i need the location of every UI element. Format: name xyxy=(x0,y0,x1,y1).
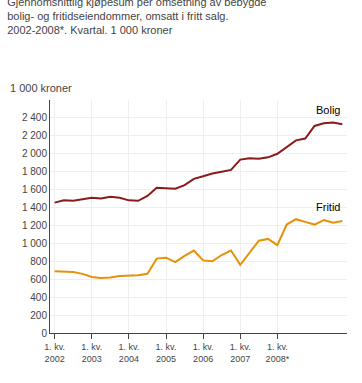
svg-text:2 200: 2 200 xyxy=(22,130,47,141)
svg-text:Fritid: Fritid xyxy=(316,201,340,213)
svg-text:1. kv.2003: 1. kv.2003 xyxy=(81,342,102,364)
svg-text:Bolig: Bolig xyxy=(316,104,340,116)
svg-text:1. kv.2004: 1. kv.2004 xyxy=(118,342,139,364)
svg-text:1. kv.2006: 1. kv.2006 xyxy=(193,342,214,364)
svg-text:Gjennomsnittlig kjøpesum per o: Gjennomsnittlig kjøpesum per omsetning a… xyxy=(7,0,266,36)
svg-text:1. kv.2002: 1. kv.2002 xyxy=(44,342,65,364)
svg-text:800: 800 xyxy=(30,256,47,267)
svg-text:1. kv.2007: 1. kv.2007 xyxy=(230,342,251,364)
svg-text:1 000 kroner: 1 000 kroner xyxy=(10,82,72,94)
svg-text:400: 400 xyxy=(30,292,47,303)
svg-text:1. kv.2008*: 1. kv.2008* xyxy=(266,342,290,364)
svg-text:1 000: 1 000 xyxy=(22,238,47,249)
svg-text:1 600: 1 600 xyxy=(22,184,47,195)
svg-text:2 400: 2 400 xyxy=(22,112,47,123)
svg-text:200: 200 xyxy=(30,310,47,321)
svg-text:600: 600 xyxy=(30,274,47,285)
svg-text:1 400: 1 400 xyxy=(22,202,47,213)
svg-text:1 800: 1 800 xyxy=(22,166,47,177)
svg-text:0: 0 xyxy=(41,328,47,339)
svg-text:1 200: 1 200 xyxy=(22,220,47,231)
svg-text:2 000: 2 000 xyxy=(22,148,47,159)
svg-text:1. kv.2005: 1. kv.2005 xyxy=(156,342,177,364)
